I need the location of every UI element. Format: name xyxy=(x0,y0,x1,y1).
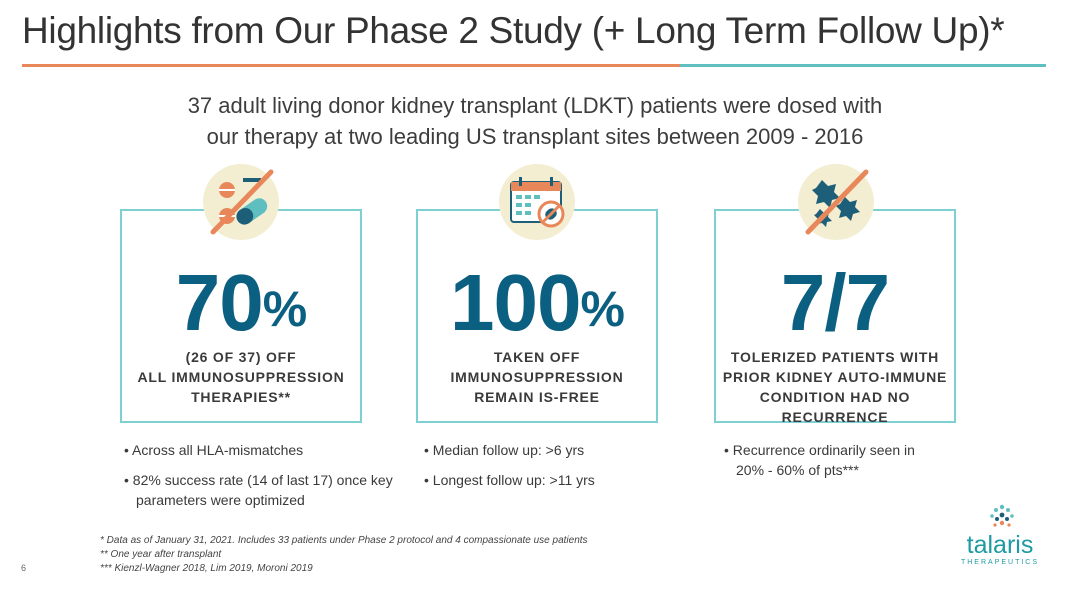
stat-card-3: 7/7 TOLERIZED PATIENTS WITH PRIOR KIDNEY… xyxy=(714,209,956,425)
page-title: Highlights from Our Phase 2 Study (+ Lon… xyxy=(22,10,1005,51)
bullet-list-2: • Median follow up: >6 yrs • Longest fol… xyxy=(424,440,664,500)
no-cells-icon xyxy=(798,164,874,240)
stat-value-1: 70% xyxy=(175,258,307,347)
subtitle-line-1: 37 adult living donor kidney transplant … xyxy=(187,93,883,118)
footnote: *** Kienzl-Wagner 2018, Lim 2019, Moroni… xyxy=(100,563,313,574)
stat-desc-3: TOLERIZED PATIENTS WITH PRIOR KIDNEY AUT… xyxy=(722,349,948,425)
page-number: 6 xyxy=(21,563,27,573)
stat-card-1: 70% (26 OF 37) OFF ALL IMMUNOSUPPRESSION… xyxy=(120,209,362,423)
stat-desc-2: TAKEN OFF IMMUNOSUPPRESSION REMAIN IS-FR… xyxy=(450,349,624,405)
bullet-item: • Longest follow up: >11 yrs xyxy=(424,472,595,488)
logo-subtitle: THERAPEUTICS xyxy=(960,559,1040,566)
title-rule-orange xyxy=(22,64,680,67)
bullet-item: • Recurrence ordinarily seen in 20% - 60… xyxy=(724,442,915,478)
bullet-list-3: • Recurrence ordinarily seen in 20% - 60… xyxy=(724,440,944,490)
no-pills-icon xyxy=(203,164,279,240)
logo-wordmark: talaris xyxy=(966,531,1034,559)
bullet-item: • Median follow up: >6 yrs xyxy=(424,442,585,458)
bullet-item: • Across all HLA-mismatches xyxy=(124,442,304,458)
title-rule-teal xyxy=(680,64,1046,67)
footnote: * Data as of January 31, 2021. Includes … xyxy=(100,535,588,546)
subtitle-line-2: our therapy at two leading US transplant… xyxy=(206,124,864,149)
bullet-list-1: • Across all HLA-mismatches • 82% succes… xyxy=(124,440,394,520)
stat-desc-1: (26 OF 37) OFF ALL IMMUNOSUPPRESSION THE… xyxy=(137,349,345,405)
subtitle: 37 adult living donor kidney transplant … xyxy=(60,90,1010,152)
stat-value-3: 7/7 xyxy=(780,258,890,347)
calendar-pill-icon xyxy=(499,164,575,240)
logo-dots-icon xyxy=(990,504,1014,527)
stat-card-2: 100% TAKEN OFF IMMUNOSUPPRESSION REMAIN … xyxy=(416,209,658,423)
footnote: ** One year after transplant xyxy=(100,549,222,560)
stat-value-2: 100% xyxy=(450,258,625,347)
bullet-item: • 82% success rate (14 of last 17) once … xyxy=(124,472,393,508)
company-logo: talaris THERAPEUTICS xyxy=(950,503,1060,573)
footnotes: * Data as of January 31, 2021. Includes … xyxy=(100,534,588,576)
